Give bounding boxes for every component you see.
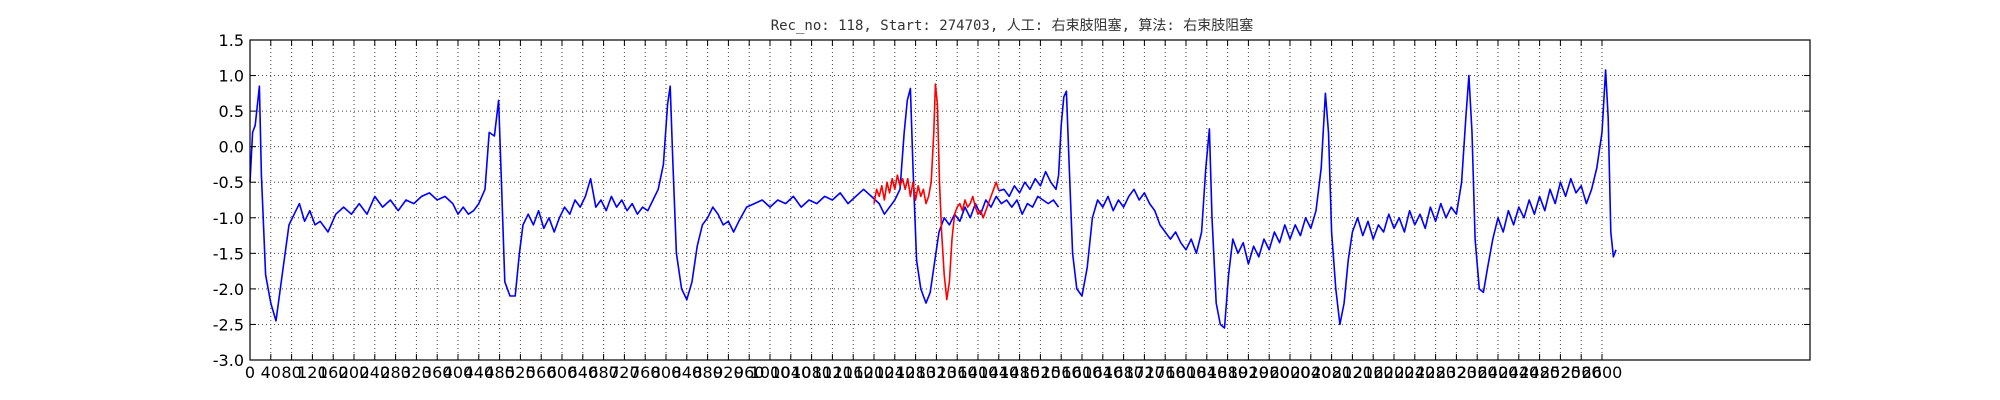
x-tick-label: 1400 <box>958 363 999 382</box>
x-tick-label: 1200 <box>854 363 895 382</box>
y-tick-label: -0.5 <box>213 173 244 192</box>
y-tick-label: 1.5 <box>219 31 244 50</box>
x-tick-label: 2000 <box>1270 363 1311 382</box>
x-tick-label: 120 <box>297 363 328 382</box>
x-tick-label: 1280 <box>895 363 936 382</box>
y-tick-labels: 1.5 1.0 0.5 0.0 -0.5 -1.0 -1.5 -2.0 -2.5 -3.0 <box>213 31 244 370</box>
x-tick-label: 1680 <box>1103 363 1144 382</box>
x-tick-labels: 0 40 8012016020024028032036040044048052056… <box>245 363 1622 382</box>
y-tick-label: -2.5 <box>213 315 244 334</box>
x-tick-label: 2080 <box>1311 363 1352 382</box>
x-tick-label: 2120 <box>1332 363 1373 382</box>
y-tick-label: -3.0 <box>213 351 244 370</box>
x-tick-label: 1520 <box>1020 363 1061 382</box>
y-tick-label: 0.0 <box>219 138 244 157</box>
x-tick-label: 1080 <box>791 363 832 382</box>
x-tick-label: 400 <box>443 363 474 382</box>
x-tick-label: 1120 <box>812 363 853 382</box>
x-tick-label: 1960 <box>1249 363 1290 382</box>
x-tick-label: 560 <box>526 363 557 382</box>
x-tick-label: 520 <box>505 363 536 382</box>
y-tick-label: -1.5 <box>213 244 244 263</box>
x-tick-label: 2160 <box>1353 363 1394 382</box>
x-tick-label: 800 <box>651 363 682 382</box>
x-tick-label: 2480 <box>1519 363 1560 382</box>
x-tick-label: 160 <box>318 363 349 382</box>
x-tick-label: 680 <box>588 363 619 382</box>
x-tick-label: 1560 <box>1041 363 1082 382</box>
x-tick-label: 2200 <box>1374 363 1415 382</box>
x-tick-label: 2240 <box>1394 363 1435 382</box>
x-tick-label: 0 <box>245 363 255 382</box>
x-tick-label: 1040 <box>770 363 811 382</box>
x-tick-label: 1640 <box>1082 363 1123 382</box>
x-tick-label: 600 <box>547 363 578 382</box>
highlighted-segment-line <box>873 83 1000 301</box>
x-tick-label: 1000 <box>750 363 791 382</box>
x-tick-label: 360 <box>422 363 453 382</box>
y-tick-label: -2.0 <box>213 280 244 299</box>
x-tick-label: 720 <box>609 363 640 382</box>
x-tick-label: 80 <box>281 363 301 382</box>
x-tick-label: 640 <box>568 363 599 382</box>
signal-line <box>249 85 1060 322</box>
x-tick-label: 1840 <box>1186 363 1227 382</box>
grid <box>249 39 1810 361</box>
x-tick-label: 2320 <box>1436 363 1477 382</box>
x-tick-label: 1920 <box>1228 363 1269 382</box>
x-tick-label: 760 <box>630 363 661 382</box>
tick-layer <box>249 39 1810 361</box>
x-tick-label: 1160 <box>833 363 874 382</box>
x-tick-label: 480 <box>484 363 515 382</box>
x-tick-label: 2520 <box>1540 363 1581 382</box>
x-tick-label: 840 <box>672 363 703 382</box>
x-tick-label: 2440 <box>1498 363 1539 382</box>
x-tick-label: 1320 <box>916 363 957 382</box>
x-tick-label: 2360 <box>1457 363 1498 382</box>
x-tick-label: 2600 <box>1582 363 1623 382</box>
x-tick-label: 920 <box>713 363 744 382</box>
x-tick-label: 880 <box>692 363 723 382</box>
x-tick-label: 1360 <box>937 363 978 382</box>
x-tick-label: 440 <box>464 363 495 382</box>
x-tick-label: 40 <box>261 363 281 382</box>
x-tick-label: 2400 <box>1478 363 1519 382</box>
x-tick-label: 1440 <box>978 363 1019 382</box>
x-tick-label: 1600 <box>1062 363 1103 382</box>
x-tick-label: 240 <box>360 363 391 382</box>
x-tick-label: 960 <box>734 363 765 382</box>
x-tick-label: 2280 <box>1415 363 1456 382</box>
x-tick-label: 2560 <box>1561 363 1602 382</box>
x-tick-label: 2040 <box>1290 363 1331 382</box>
plot-frame <box>249 39 1811 361</box>
x-tick-label: 1800 <box>1166 363 1207 382</box>
x-tick-label: 1480 <box>999 363 1040 382</box>
y-tick-label: -1.0 <box>213 209 244 228</box>
y-tick-label: 1.0 <box>219 67 244 86</box>
x-tick-label: 1720 <box>1124 363 1165 382</box>
chart-title: Rec_no: 118, Start: 274703, 人工: 右束肢阻塞, 算… <box>771 17 1254 34</box>
y-tick-label: 0.5 <box>219 102 244 121</box>
x-tick-label: 1880 <box>1207 363 1248 382</box>
signal-line <box>998 69 1617 329</box>
x-tick-label: 1760 <box>1145 363 1186 382</box>
x-tick-label: 1240 <box>874 363 915 382</box>
x-tick-label: 280 <box>380 363 411 382</box>
x-tick-label: 200 <box>339 363 370 382</box>
x-tick-label: 320 <box>401 363 432 382</box>
series-layer <box>249 69 1617 329</box>
